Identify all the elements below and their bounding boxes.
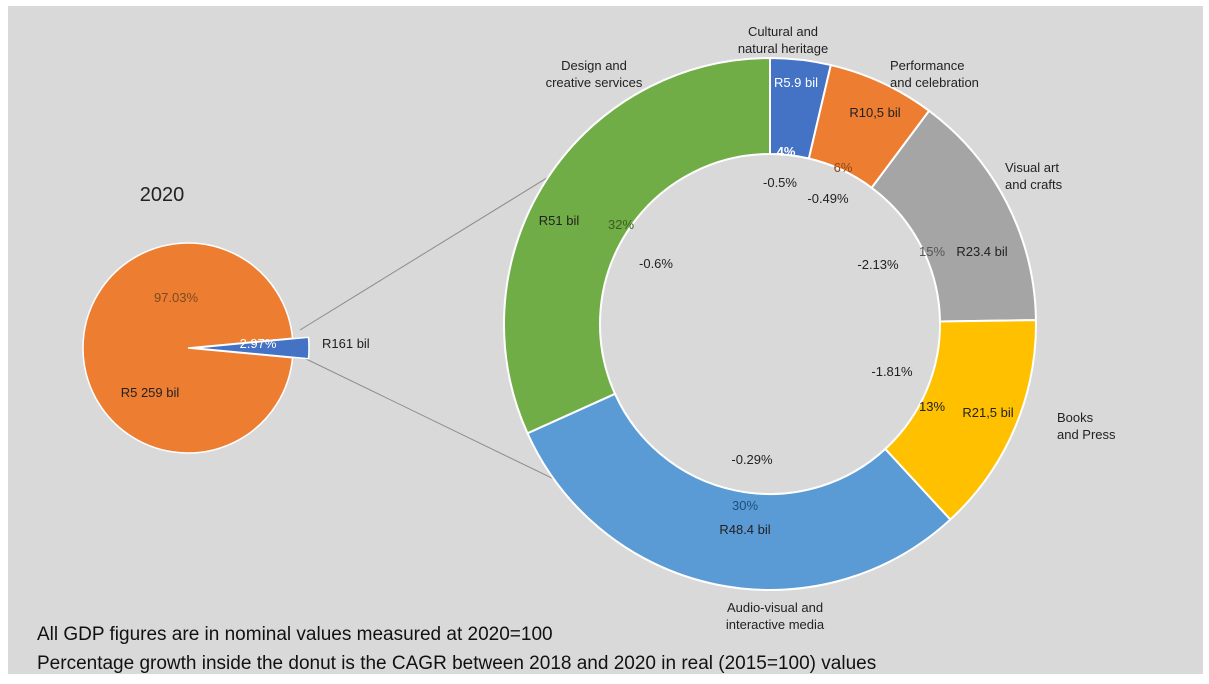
- percent-label-design-and-creative-services: 32%: [608, 217, 634, 232]
- category-label-design-and-creative-services: Design and: [561, 58, 627, 73]
- growth-label-cultural-and-natural-heritage: -0.5%: [763, 175, 797, 190]
- category-label-cultural-and-natural-heritage: natural heritage: [738, 41, 828, 56]
- category-label-performance-and-celebration: Performance: [890, 58, 964, 73]
- chart-labels: 97.03% R5 259 bil 2.97% R161 bil Cultural an…: [121, 24, 1116, 632]
- percent-label-books-and-press: 13%: [919, 399, 945, 414]
- pie-slice-cultural: [193, 336, 310, 360]
- value-label-performance-and-celebration: R10,5 bil: [849, 105, 900, 120]
- pie-slice-rest: [82, 242, 294, 454]
- growth-label-design-and-creative-services: -0.6%: [639, 256, 673, 271]
- value-label-visual-art-and-crafts: R23.4 bil: [956, 244, 1007, 259]
- value-label-audio-visual-and-interactive-media: R48.4 bil: [719, 522, 770, 537]
- donut-slice-audio-visual-and-interactive-media: [526, 392, 952, 591]
- value-label-books-and-press: R21,5 bil: [962, 405, 1013, 420]
- category-label-audio-visual-and-interactive-media: Audio-visual and: [727, 600, 823, 615]
- donut-chart: [503, 56, 1037, 591]
- category-label-design-and-creative-services: creative services: [546, 75, 643, 90]
- growth-label-books-and-press: -1.81%: [871, 364, 913, 379]
- pie-value-label: R5 259 bil: [121, 385, 180, 400]
- category-label-performance-and-celebration: and celebration: [890, 75, 979, 90]
- footnote-2: Percentage growth inside the donut is th…: [37, 653, 876, 674]
- category-label-visual-art-and-crafts: Visual art: [1005, 160, 1059, 175]
- pie-chart: [82, 242, 310, 454]
- growth-label-visual-art-and-crafts: -2.13%: [857, 257, 899, 272]
- footnote-1: All GDP figures are in nominal values me…: [37, 624, 553, 645]
- growth-label-performance-and-celebration: -0.49%: [807, 191, 849, 206]
- category-label-audio-visual-and-interactive-media: interactive media: [726, 617, 825, 632]
- percent-label-cultural-and-natural-heritage: 4%: [777, 144, 796, 159]
- pie-small-percent-label: 2.97%: [240, 336, 277, 351]
- percent-label-performance-and-celebration: 6%: [834, 160, 853, 175]
- category-label-books-and-press: Books: [1057, 410, 1094, 425]
- category-label-visual-art-and-crafts: and crafts: [1005, 177, 1063, 192]
- pie-small-value-label: R161 bil: [322, 336, 370, 351]
- percent-label-visual-art-and-crafts: 15%: [919, 244, 945, 259]
- growth-label-audio-visual-and-interactive-media: -0.29%: [731, 452, 773, 467]
- value-label-cultural-and-natural-heritage: R5.9 bil: [774, 75, 818, 90]
- percent-label-audio-visual-and-interactive-media: 30%: [732, 498, 758, 513]
- pie-title: 2020: [140, 184, 185, 206]
- value-label-design-and-creative-services: R51 bil: [539, 213, 580, 228]
- donut-slice-design-and-creative-services: [503, 56, 771, 435]
- pie-percent-label: 97.03%: [154, 290, 199, 305]
- category-label-cultural-and-natural-heritage: Cultural and: [748, 24, 818, 39]
- category-label-books-and-press: and Press: [1057, 427, 1116, 442]
